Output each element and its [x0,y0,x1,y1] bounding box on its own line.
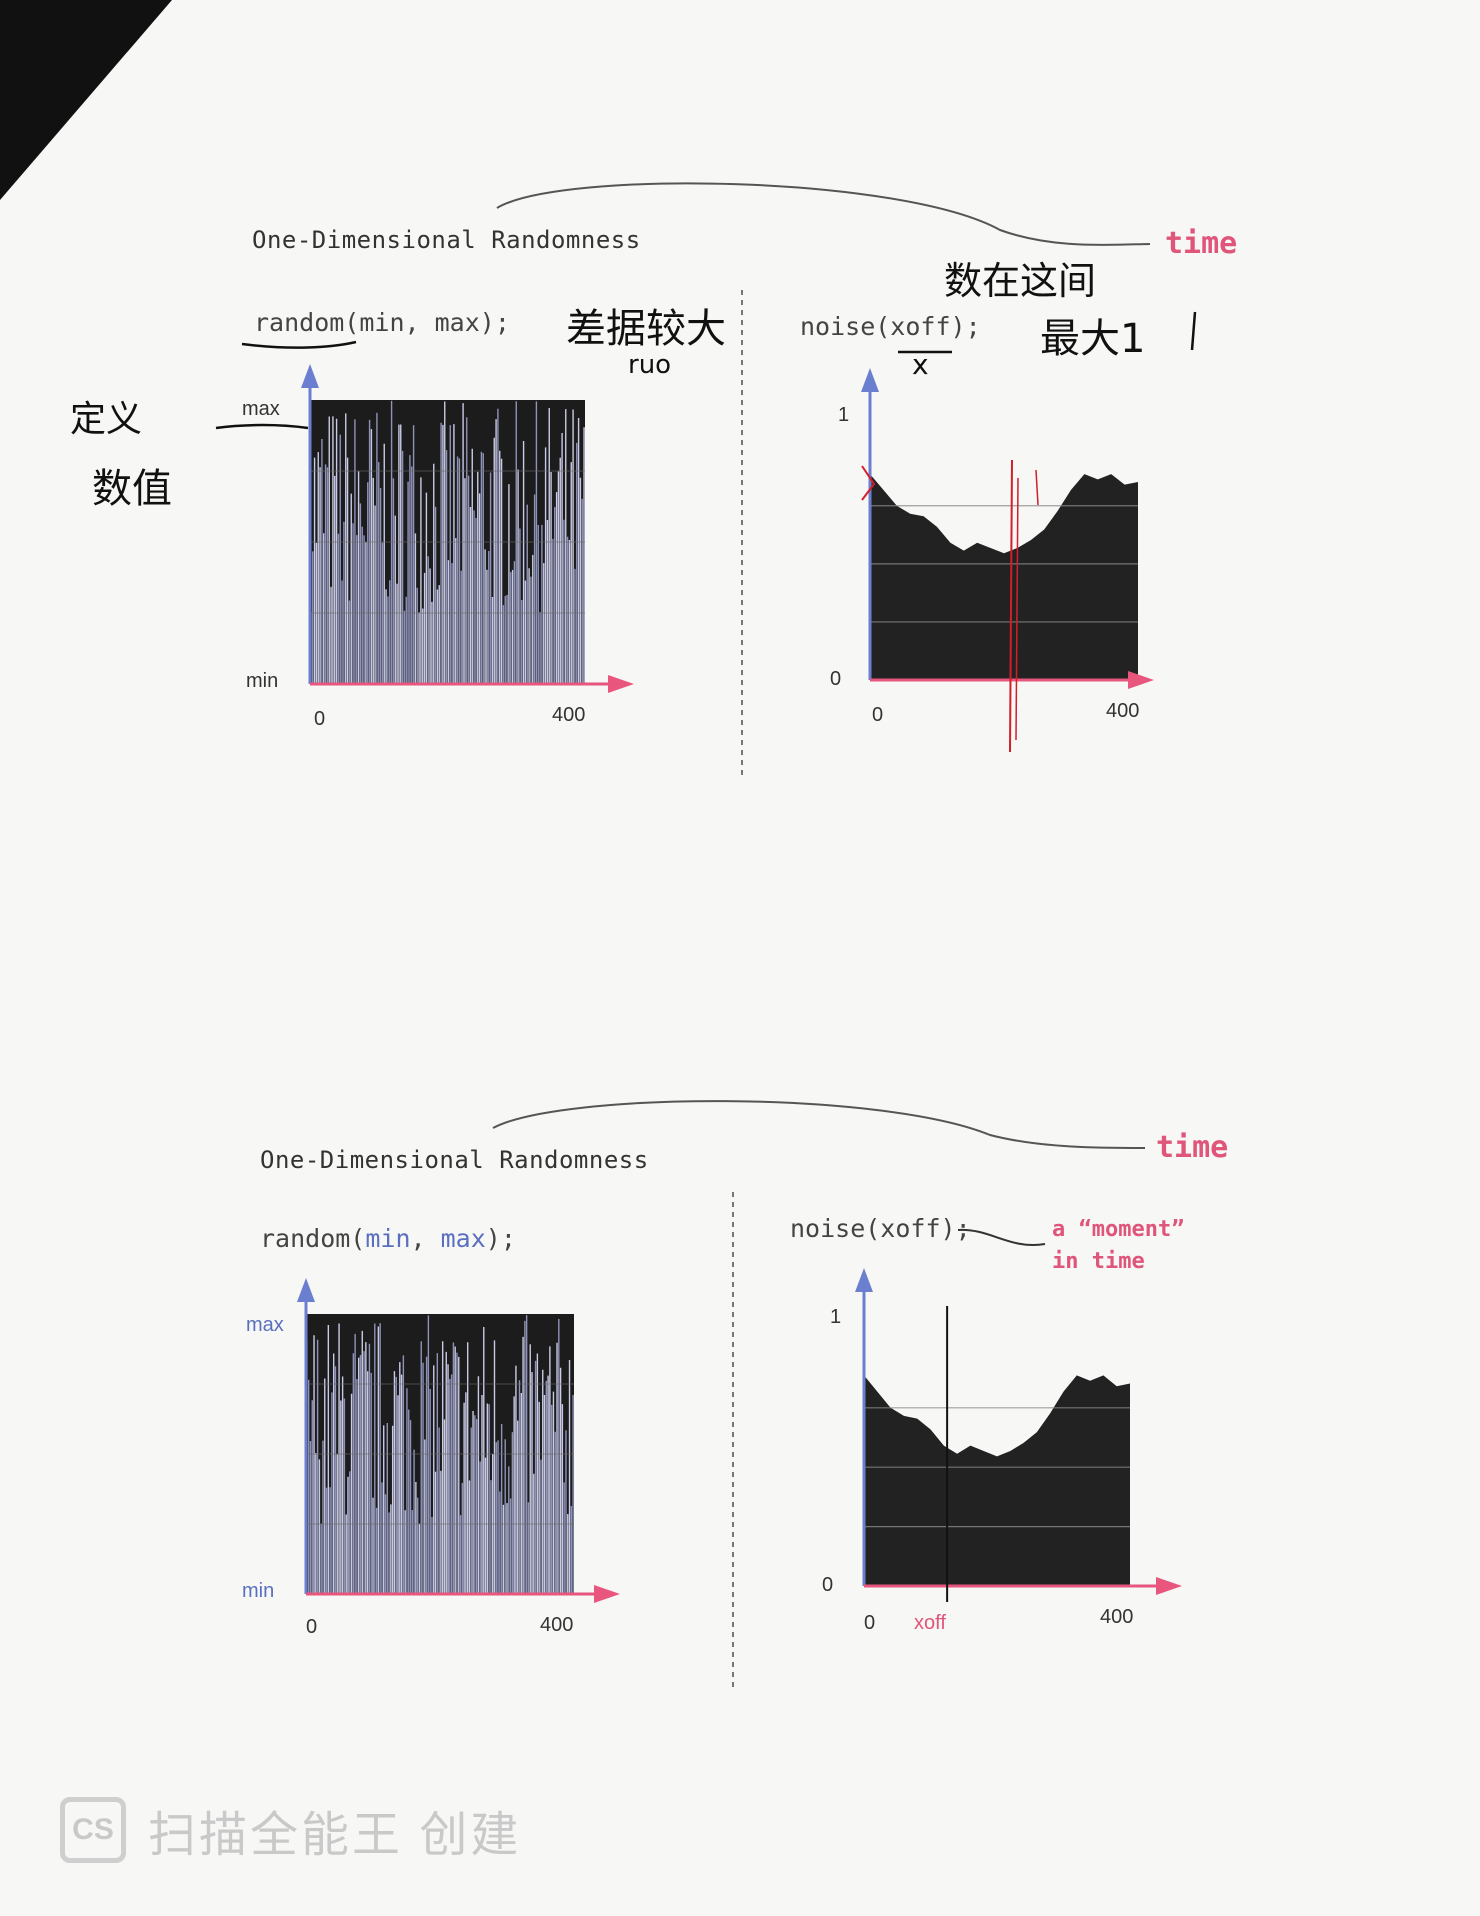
bottom-left-x1: 400 [540,1614,574,1636]
y-axis-arrow [861,368,879,392]
time-connector-bottom [492,1100,1146,1149]
time-connector-top [496,182,1151,246]
noise-area [870,474,1138,680]
top-left-min: min [246,670,279,692]
top-title: One-Dimensional Randomness [252,226,641,254]
x-axis-arrow [608,675,634,693]
x-axis-arrow [1128,671,1154,689]
note-diff-2: ruo [628,350,672,380]
x-axis-arrow [1156,1577,1182,1595]
y-axis-arrow [855,1268,873,1292]
top-right-x1: 400 [1106,700,1140,722]
scan-corner-shadow [0,0,172,200]
code-min: min [365,1224,411,1253]
x-axis-arrow [594,1585,620,1603]
bottom-right-y1: 1 [830,1306,842,1328]
bottom-right-y0: 0 [822,1574,834,1596]
moment-annotation: a “moment” in time [1052,1214,1184,1278]
mark-y-axis [861,465,876,501]
code-fn: random( [260,1224,366,1253]
top-random-code: random(min, max); [254,308,510,337]
scanner-watermark: CS 扫描全能王 创建 [60,1795,521,1865]
watermark-text: 扫描全能王 创建 [148,1809,522,1862]
bottom-left-max: max [246,1314,284,1336]
bottom-time-label: time [1156,1130,1229,1165]
top-right-x0: 0 [872,704,884,726]
top-right-y1: 1 [838,404,850,426]
bottom-noise-chart [855,1268,1182,1602]
moment-connector [957,1228,1046,1247]
top-left-x1: 400 [552,704,586,726]
note-time-1: 数在这间 [944,259,1097,303]
pointer-max [215,423,309,430]
red-line-2 [1015,477,1019,741]
note-time-2: 最大1 [1040,316,1146,362]
y-axis-arrow [301,364,319,388]
bottom-random-chart [297,1278,620,1603]
top-time-label: time [1165,226,1238,261]
code-end: ); [485,1224,516,1253]
note-range-2: 数值 [92,466,172,512]
top-noise-code: noise(xoff); [800,312,981,341]
code-max: max [440,1224,486,1253]
note-diff-1: 差据较大 [566,306,726,352]
xoff-label: xoff [914,1612,946,1634]
bottom-right-x1: 400 [1100,1606,1134,1628]
bracket-stroke [1190,311,1197,351]
top-right-y0: 0 [830,668,842,690]
noise-area [864,1375,1130,1586]
note-x: x [912,348,929,381]
underline-random [241,340,357,349]
top-left-x0: 0 [314,708,326,730]
bottom-title: One-Dimensional Randomness [260,1146,649,1174]
moment-line-1: a “moment” [1052,1217,1185,1242]
moment-line-2: in time [1052,1249,1145,1274]
top-noise-chart [861,368,1154,689]
bottom-left-x0: 0 [306,1616,318,1638]
code-sep: , [410,1224,441,1253]
top-random-chart [301,364,634,693]
watermark-badge: CS [60,1797,126,1863]
top-left-max: max [242,398,280,420]
y-axis-arrow [297,1278,315,1302]
bottom-right-x0: 0 [864,1612,876,1634]
note-range-1: 定义 [70,399,143,440]
red-line-1 [1009,459,1013,753]
bottom-random-code: random(min, max); [260,1224,516,1253]
red-line-3 [1035,469,1039,506]
bottom-left-min: min [242,1580,275,1602]
bottom-noise-code: noise(xoff); [790,1214,971,1243]
